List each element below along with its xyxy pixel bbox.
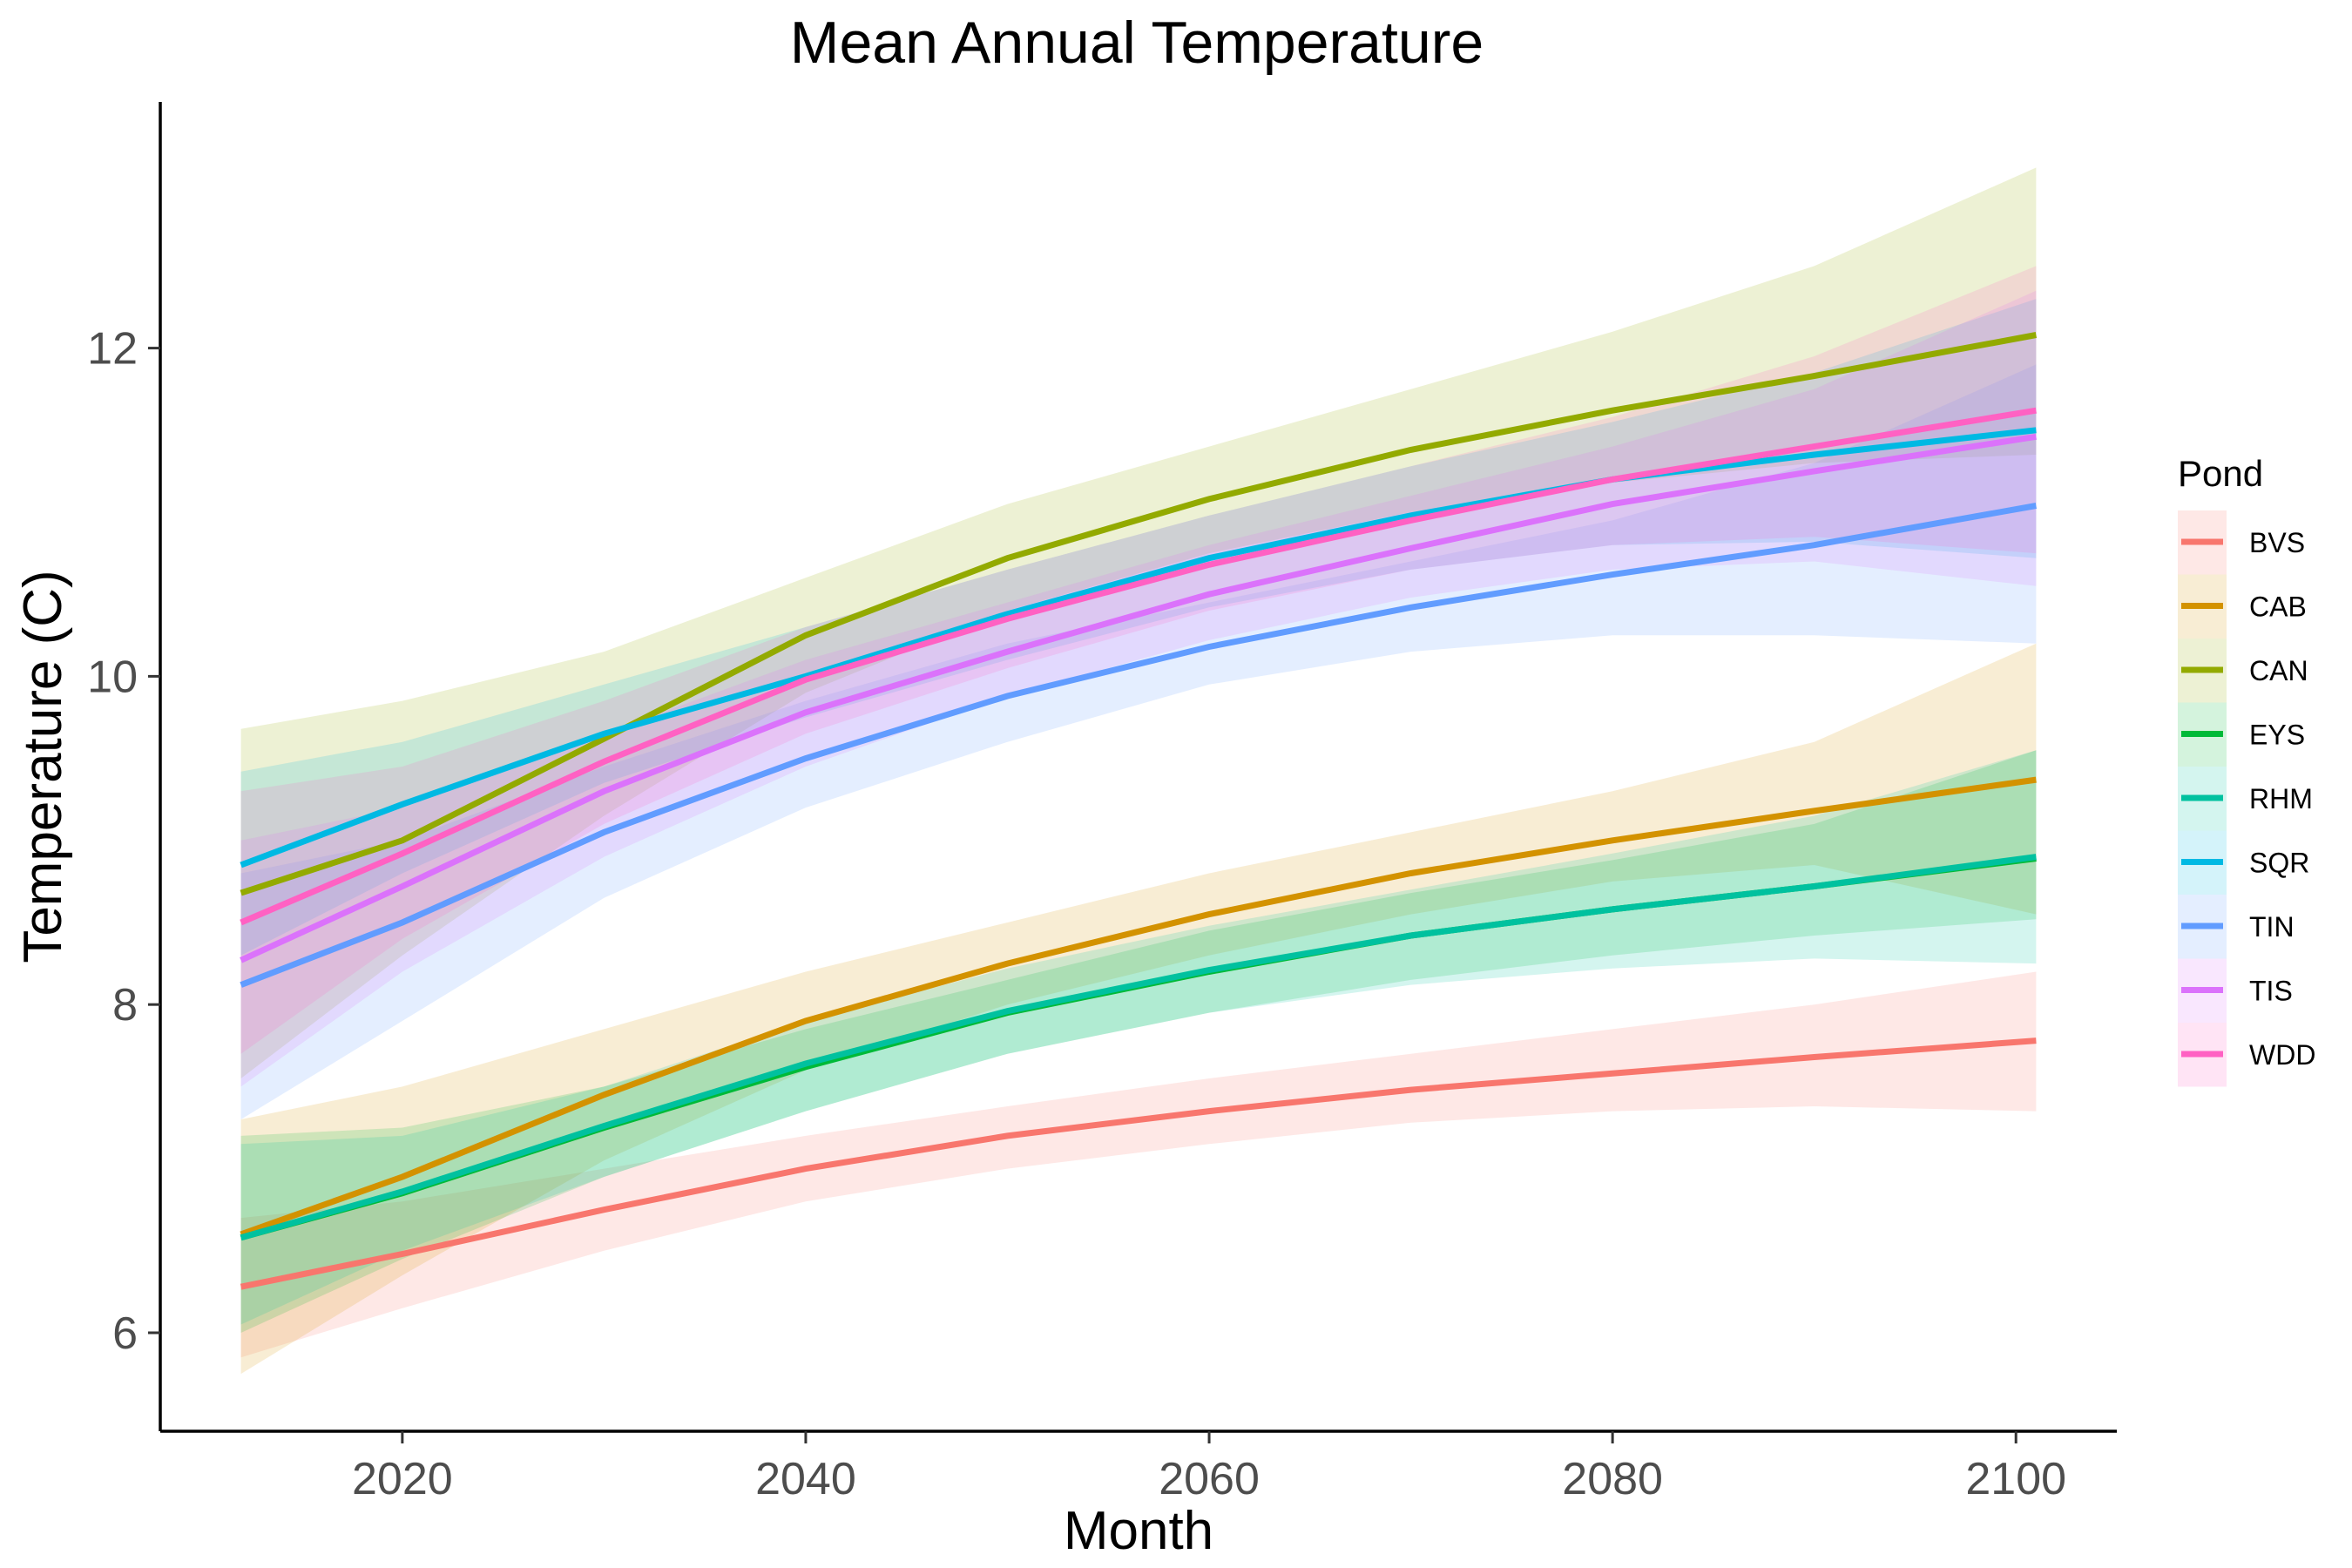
line-tin: [240, 503, 2038, 988]
band-bvs: [240, 971, 2037, 1358]
y-tick-label: 10: [87, 652, 138, 702]
band-sqr: [240, 299, 2037, 956]
x-axis-title: Month: [1064, 1501, 1213, 1561]
legend: Pond BVS CAB CAN EYS RHM SQR TIN TIS WDD: [2178, 453, 2315, 1087]
x-axis-ticks: 2020 2040 2060 2080 2100: [352, 1431, 2066, 1504]
y-axis-title: Temperature (C): [13, 570, 73, 963]
band-rhm: [240, 750, 2037, 1325]
chart-title: Mean Annual Temperature: [790, 10, 1484, 76]
legend-label-cab: CAB: [2249, 591, 2307, 623]
legend-label-bvs: BVS: [2249, 527, 2305, 558]
y-tick-label: 8: [112, 980, 138, 1031]
line-sqr: [240, 427, 2037, 868]
legend-label-tin: TIN: [2249, 911, 2295, 943]
line-bvs: [240, 1037, 2037, 1290]
y-tick-label: 12: [87, 324, 138, 375]
y-axis-ticks: 6 8 10 12: [87, 324, 160, 1359]
line-cab: [240, 776, 2037, 1238]
x-tick-label: 2100: [1965, 1454, 2066, 1504]
series-lines: [240, 332, 2038, 1290]
legend-title: Pond: [2178, 453, 2263, 494]
x-tick-label: 2080: [1562, 1454, 1663, 1504]
confidence-bands: [240, 167, 2037, 1375]
band-wdd: [240, 266, 2037, 1054]
legend-label-eys: EYS: [2249, 720, 2305, 751]
band-tis: [240, 290, 2037, 1087]
legend-label-sqr: SQR: [2249, 848, 2309, 879]
x-tick-label: 2060: [1159, 1454, 1260, 1504]
y-tick-label: 6: [112, 1308, 138, 1359]
line-can: [240, 332, 2038, 896]
line-rhm: [240, 854, 2037, 1241]
band-tin: [240, 364, 2037, 1119]
line-wdd: [240, 407, 2037, 926]
band-cab: [240, 643, 2037, 1375]
band-can: [240, 167, 2037, 1078]
legend-label-wdd: WDD: [2249, 1039, 2315, 1071]
legend-label-can: CAN: [2249, 655, 2308, 686]
legend-label-rhm: RHM: [2249, 783, 2313, 814]
legend-label-tis: TIS: [2249, 976, 2293, 1007]
x-tick-label: 2040: [755, 1454, 856, 1504]
x-tick-label: 2020: [352, 1454, 453, 1504]
band-eys: [240, 750, 2037, 1333]
line-tis: [240, 433, 2037, 963]
